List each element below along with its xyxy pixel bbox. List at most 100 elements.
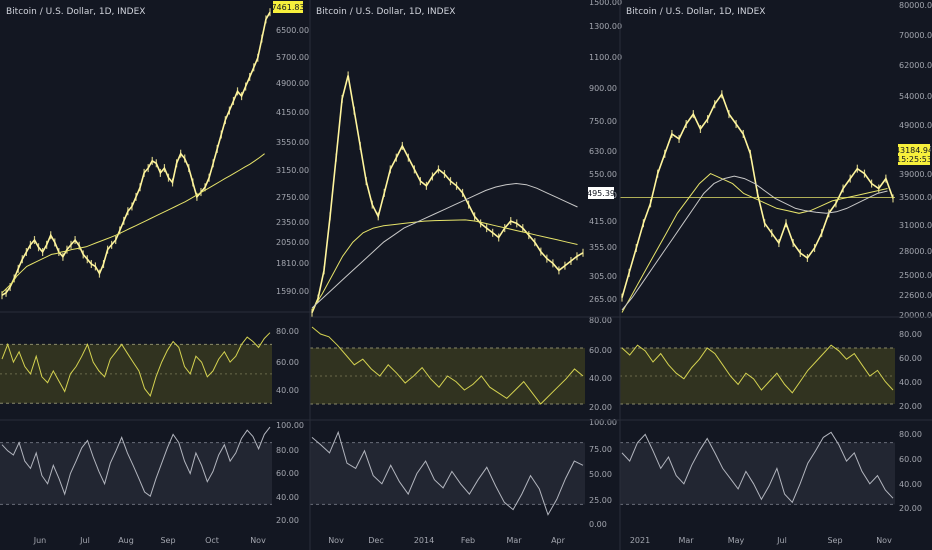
price-tick-label: 265.00 (589, 295, 617, 304)
price-tick-label: 31000.00 (899, 221, 932, 230)
x-tick-label: Dec (368, 536, 383, 545)
price-tick-label: 355.00 (589, 243, 617, 252)
osc-series (1, 426, 271, 498)
price-tick-label: 39000.00 (899, 170, 932, 179)
price-tick-label: 25000.00 (899, 271, 932, 280)
price-series-ma-2 (621, 175, 888, 311)
osc-tick-label: 100.00 (589, 418, 617, 427)
osc-tick-label: 40.00 (899, 480, 922, 489)
price-tick-label: 62000.00 (899, 61, 932, 70)
panel-1-osc-axis: 100.00 80.00 60.00 40.00 20.00 (276, 421, 304, 525)
osc-tick-label: 60.00 (899, 455, 922, 464)
price-tick-label: 1300.00 (589, 22, 622, 31)
panel-2-osc-axis: 100.00 75.00 50.00 25.00 0.00 (589, 418, 617, 529)
panel-1-title: Bitcoin / U.S. Dollar, 1D, INDEX (6, 7, 145, 17)
x-tick-label: 2014 (414, 536, 434, 545)
rsi-series (1, 332, 271, 397)
price-tick-label: 70000.00 (899, 31, 932, 40)
rsi-tick-label: 60.00 (899, 354, 922, 363)
osc-tick-label: 20.00 (276, 516, 299, 525)
osc-series (621, 431, 894, 504)
x-tick-label: Apr (551, 536, 566, 545)
rsi-tick-label: 60.00 (589, 346, 612, 355)
price-tick-label: 2350.00 (276, 218, 309, 227)
rsi-tick-label: 40.00 (276, 386, 299, 395)
osc-band (620, 442, 895, 505)
price-tick-label: 305.00 (589, 272, 617, 281)
x-tick-label: Nov (328, 536, 344, 545)
rsi-tick-label: 80.00 (899, 330, 922, 339)
price-tick-label: 28000.00 (899, 247, 932, 256)
price-tick-label: 20000.00 (899, 311, 932, 320)
panel-2[interactable]: Bitcoin / U.S. Dollar, 1D, INDEX 1500.00… (310, 0, 625, 545)
x-tick-label: Sep (827, 536, 842, 545)
rsi-tick-label: 80.00 (589, 316, 612, 325)
osc-series (311, 430, 584, 516)
panel-1[interactable]: Bitcoin / U.S. Dollar, 1D, INDEX 6500.00… (0, 1, 312, 545)
panel-2-price-axis: 1500.00 1300.00 1100.00 900.00 750.00 630.00 5… (589, 0, 622, 304)
x-tick-label: Mar (678, 536, 694, 545)
price-tick-label: 35000.00 (899, 193, 932, 202)
x-tick-label: Nov (250, 536, 266, 545)
price-tick-label: 4900.00 (276, 79, 309, 88)
panel-1-price-axis: 6500.00 5700.00 4900.00 4150.00 3550.00 3150.… (276, 26, 309, 296)
x-tick-label: 2021 (630, 536, 650, 545)
price-tick-label: 3550.00 (276, 138, 309, 147)
rsi-series (621, 344, 894, 394)
osc-tick-label: 80.00 (899, 430, 922, 439)
price-tick-label: 2750.00 (276, 193, 309, 202)
price-tick-label: 550.00 (589, 170, 617, 179)
panel-2-last-price-badge: 495.39 (587, 187, 615, 199)
rsi-tick-label: 80.00 (276, 327, 299, 336)
osc-tick-label: 80.00 (276, 446, 299, 455)
price-tick-label: 415.00 (589, 217, 617, 226)
panel-1-last-price-badge: 7461.83 (271, 1, 305, 13)
x-tick-label: Mar (506, 536, 522, 545)
price-tick-label: 6500.00 (276, 26, 309, 35)
rsi-series (311, 326, 584, 405)
price-tick-label: 2050.00 (276, 238, 309, 247)
x-tick-label: Jul (79, 536, 90, 545)
panel-2-last-price: 495.39 (587, 189, 615, 198)
x-tick-label: Feb (461, 536, 475, 545)
panel-2-rsi-axis: 80.00 60.00 40.00 20.00 (589, 316, 612, 412)
panel-2-x-axis: Nov Dec 2014 Feb Mar Apr (328, 536, 565, 545)
rsi-tick-label: 40.00 (899, 378, 922, 387)
osc-tick-label: 75.00 (589, 445, 612, 454)
rsi-tick-label: 20.00 (899, 402, 922, 411)
panel-1-marks (0, 8, 312, 505)
osc-tick-label: 60.00 (276, 469, 299, 478)
rsi-tick-label: 20.00 (589, 403, 612, 412)
price-tick-label: 5700.00 (276, 53, 309, 62)
rsi-tick-label: 60.00 (276, 358, 299, 367)
price-tick-label: 900.00 (589, 84, 617, 93)
panel-1-last-price: 7461.83 (271, 3, 304, 12)
x-tick-label: Jun (33, 536, 47, 545)
panel-3-countdown: 15:25:53 (896, 155, 932, 164)
panel-3[interactable]: Bitcoin / U.S. Dollar, 1D, INDEX 80000.0… (620, 1, 932, 545)
price-tick-label: 1100.00 (589, 53, 622, 62)
osc-tick-label: 20.00 (899, 504, 922, 513)
price-series-ma-2 (311, 182, 578, 309)
price-series-ma-1 (311, 219, 578, 311)
osc-tick-label: 50.00 (589, 470, 612, 479)
osc-tick-label: 100.00 (276, 421, 304, 430)
osc-band (310, 442, 585, 505)
panel-3-rsi-axis: 80.00 60.00 40.00 20.00 (899, 330, 922, 411)
x-tick-label: Jul (776, 536, 787, 545)
panel-3-osc-axis: 80.00 60.00 40.00 20.00 (899, 430, 922, 513)
price-series-ma-1 (1, 153, 265, 294)
price-tick-label: 49000.00 (899, 121, 932, 130)
x-tick-label: Aug (118, 536, 134, 545)
osc-tick-label: 25.00 (589, 496, 612, 505)
x-tick-label: May (728, 536, 745, 545)
price-tick-label: 54000.00 (899, 92, 932, 101)
price-tick-label: 630.00 (589, 147, 617, 156)
price-tick-label: 4150.00 (276, 108, 309, 117)
panel-3-last-price-badge: 43184.94 15:25:53 (895, 144, 932, 165)
rsi-tick-label: 40.00 (589, 374, 612, 383)
panel-3-x-axis: 2021 Mar May Jul Sep Nov (630, 536, 892, 545)
panel-3-marks (620, 90, 932, 505)
price-tick-label: 22600.00 (899, 291, 932, 300)
